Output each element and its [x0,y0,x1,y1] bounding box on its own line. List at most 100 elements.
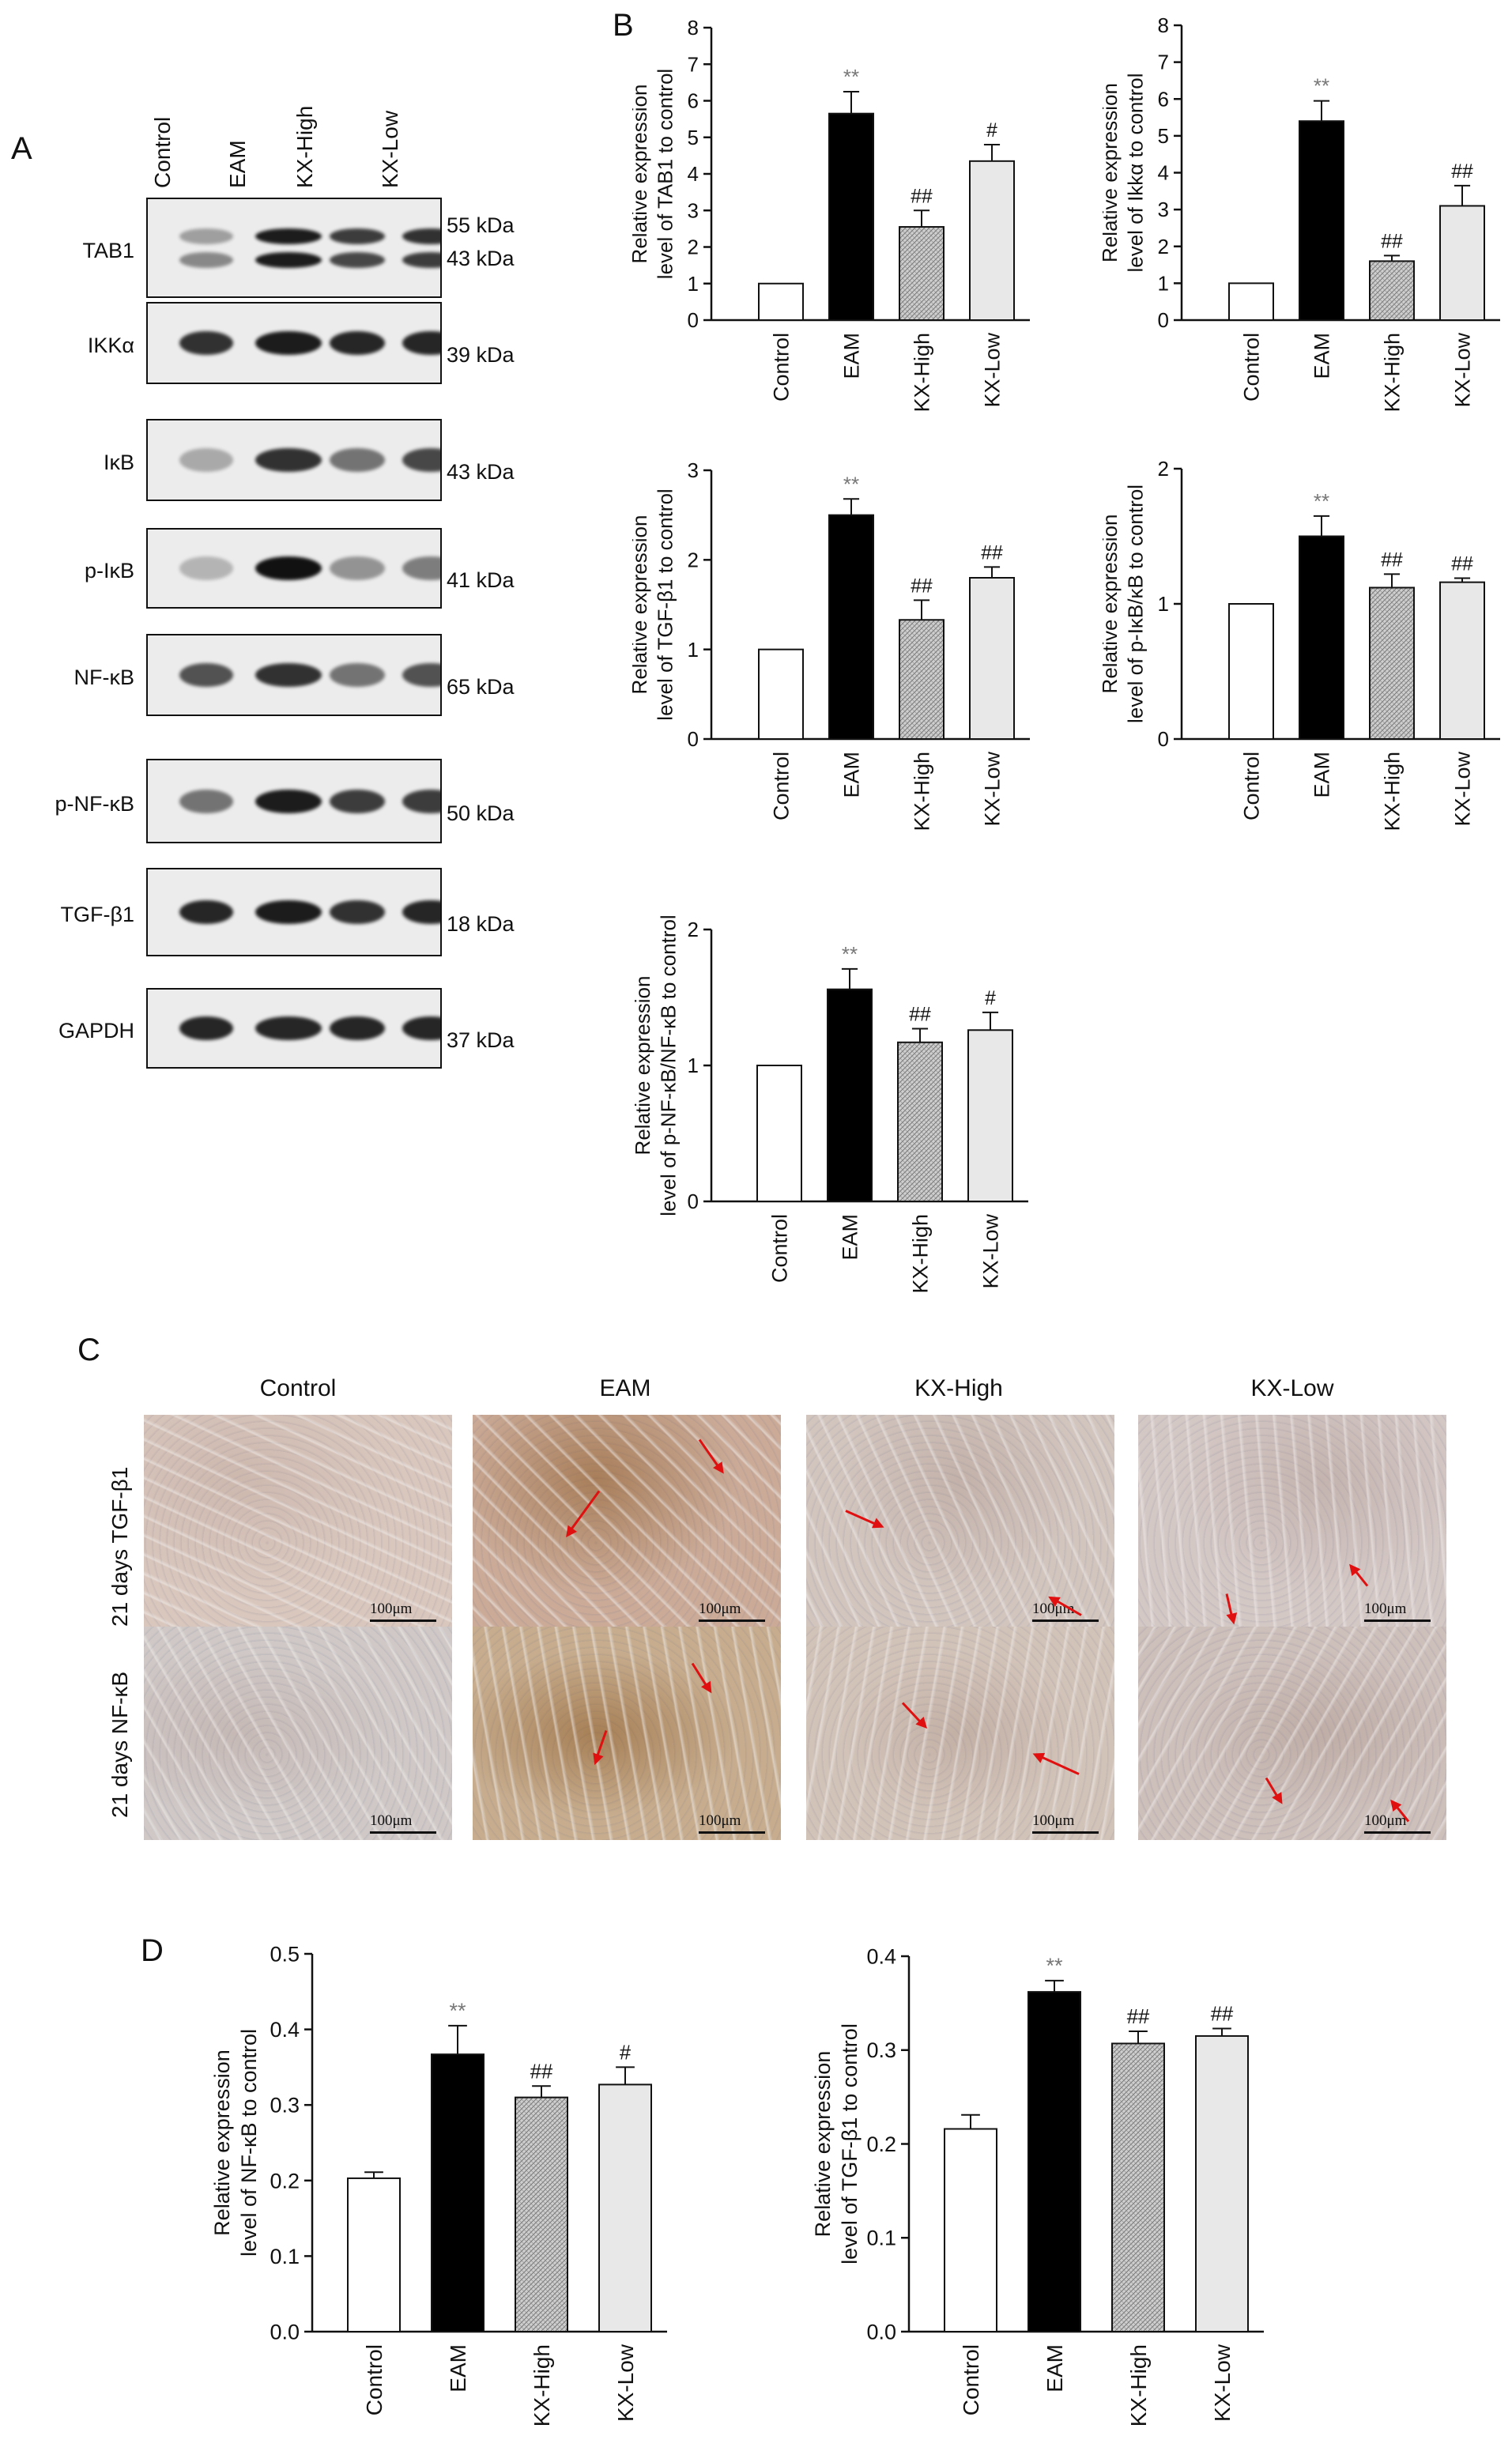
bar-kx-low [1439,581,1485,740]
y-tick-label: 0.0 [270,2320,300,2344]
y-tick-label: 0.3 [270,2094,300,2117]
y-tick-label: 0.2 [270,2169,300,2193]
y-tick-label: 2 [1158,457,1169,481]
significance-mark: # [986,120,997,141]
blot-band [179,331,233,355]
significance-mark: ** [843,65,859,89]
x-category-label: KX-High [1380,752,1404,831]
blot-band [402,252,440,269]
blot-row-label: TAB1 [82,238,134,262]
blot-band [179,1016,233,1040]
y-axis-label: Relative expression [632,976,654,1156]
scale-bar-label: 100μm [1032,1812,1075,1829]
x-category-label: KX-High [910,752,933,831]
significance-mark: ## [911,575,933,597]
y-axis-label: Relative expression [632,515,651,695]
blot-band [330,252,385,269]
blot-band [255,556,322,580]
bar-control [1228,282,1274,321]
y-axis-label: Relative expression [811,2051,835,2238]
bar-kx-high [1369,586,1415,740]
y-tick-label: 1 [1158,271,1169,295]
blot-band [330,448,385,472]
blot-membrane [146,302,442,384]
y-tick-label: 1 [688,272,699,296]
x-category-label: Control [1239,333,1263,402]
y-tick-label: 3 [688,198,699,222]
x-category-label: EAM [446,2344,470,2393]
blot-band [255,663,322,687]
blot-kda-label: 43 kDa [447,247,515,270]
y-tick-label: 0 [1158,308,1169,332]
x-category-label: KX-Low [1210,2344,1235,2422]
x-category-label: EAM [838,1214,862,1261]
blot-band [330,556,385,580]
bar-kx-low [967,1029,1013,1202]
y-tick-label: 5 [1158,124,1169,148]
annotation-arrow [901,1702,926,1728]
y-tick-label: 2 [688,548,699,571]
bar-kx-low [969,577,1015,740]
blot-band [402,1016,440,1040]
x-category-label: EAM [1310,752,1333,798]
annotation-arrow [1225,1593,1235,1622]
bar-kx-high [899,619,945,740]
blot-band [179,556,233,580]
annotation-arrow [845,1510,882,1528]
blot-membrane [146,868,442,956]
blot-band [179,252,233,269]
significance-mark: ** [1314,489,1329,513]
y-tick-label: 2 [688,918,699,941]
chart-p-nfkb: 0 1 2 Control ** EAM ## KX-High # KX-Low Relative … [632,914,1028,1294]
blot-band [330,1016,385,1040]
y-tick-label: 6 [1158,87,1169,111]
bar-control [758,648,804,740]
blot-band [402,228,440,244]
y-axis-label: level of TGF-β1 to control [654,488,677,720]
y-axis-label: level of p-IκB/κB to control [1124,485,1148,723]
blot-membrane [146,634,442,716]
scale-bar-label: 100μm [1032,1601,1075,1617]
scale-bar: 100μm [370,1601,436,1622]
significance-mark: ## [1381,231,1403,252]
blot-row-label: IKKα [87,334,134,357]
y-tick-label: 6 [688,89,699,113]
bar-kx-high [1111,2042,1165,2332]
bar-control [758,282,804,321]
significance-mark: # [620,2042,632,2064]
ihc-micrograph: 100μm [1138,1415,1446,1628]
panel-label-a: A [11,131,32,166]
x-category-label: KX-Low [978,1214,1002,1289]
y-tick-label: 0.4 [866,1944,896,1968]
scale-bar-line [699,1620,765,1622]
blot-band [402,556,440,580]
x-category-label: KX-Low [980,752,1004,827]
y-tick-label: 0.5 [270,1942,300,1966]
bar-eam [828,514,874,741]
ihc-row-tgfb1: 21 days TGF-β1 [107,1466,132,1627]
bar-control [756,1065,802,1202]
ihc-micrograph: 100μm [473,1415,781,1628]
y-tick-label: 5 [688,126,699,149]
y-tick-label: 2 [1158,235,1169,258]
x-category-label: KX-High [908,1214,932,1294]
scale-bar-label: 100μm [1364,1812,1407,1829]
y-tick-label: 1 [688,638,699,662]
ihc-row-nfkb: 21 days NF-κB [107,1671,132,1818]
y-tick-label: 0.1 [866,2227,896,2250]
blot-band [402,448,440,472]
lane-label-kx-low: KX-Low [378,110,402,188]
blot-kda-label: 39 kDa [447,343,515,367]
bar-kx-low [598,2083,652,2332]
blot-kda-label: 55 kDa [447,213,515,237]
scale-bar-label: 100μm [699,1812,741,1829]
blot-band [255,1016,322,1040]
bar-eam [827,988,873,1203]
y-axis-label: Relative expression [1103,83,1122,262]
bar-eam [828,112,874,321]
x-category-label: Control [769,752,793,820]
y-tick-label: 0.0 [866,2320,896,2344]
blot-band [330,789,385,813]
y-tick-label: 7 [688,52,699,76]
x-category-label: EAM [1043,2344,1067,2393]
